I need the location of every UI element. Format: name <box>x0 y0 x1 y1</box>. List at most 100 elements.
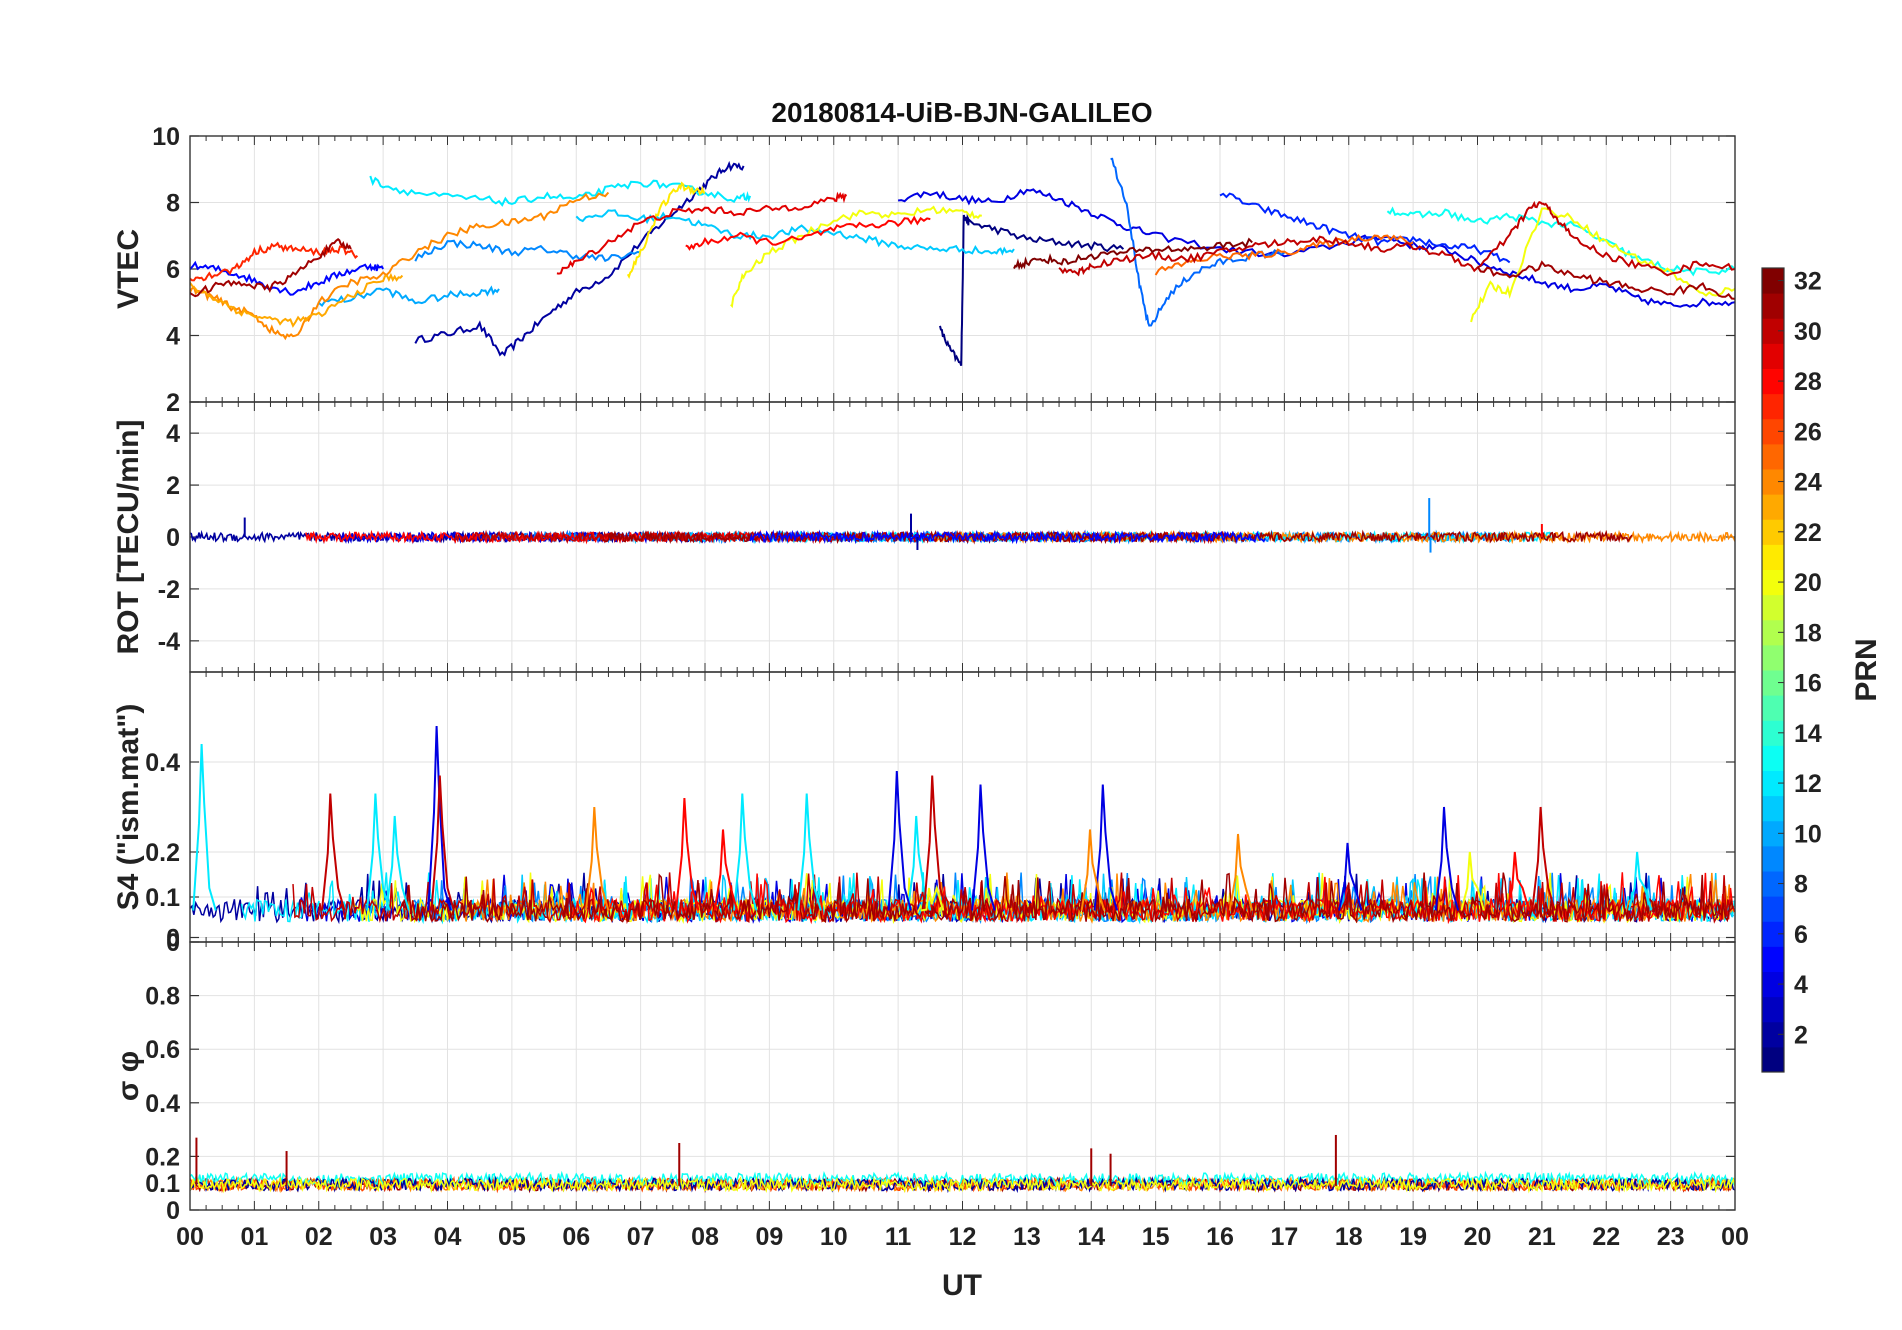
colorbar-swatch <box>1762 644 1784 671</box>
vtec-series-line <box>414 239 641 263</box>
colorbar-swatch <box>1762 845 1784 872</box>
colorbar-swatch <box>1762 820 1784 847</box>
s4-peak <box>887 770 912 911</box>
colorbar-tick-label: 30 <box>1794 318 1822 346</box>
s4-peak <box>1093 784 1118 911</box>
x-tick-label: 02 <box>305 1223 333 1251</box>
vtec-series-line <box>939 213 1125 366</box>
x-tick-label: 00 <box>176 1223 204 1251</box>
vtec-series-line <box>190 241 359 282</box>
colorbar-swatch <box>1762 469 1784 495</box>
vtec-series-line <box>1219 192 1511 264</box>
colorbar-swatch <box>1762 921 1784 947</box>
x-tick-label: 05 <box>498 1223 526 1251</box>
y-tick-label: 2 <box>166 389 180 417</box>
y-tick-label: 0.1 <box>145 1170 180 1198</box>
vtec-series-line <box>1013 237 1253 271</box>
x-axis: 00 01 02 03 04 05 06 07 08 09 10 11 12 13 14 15 16 17 18 19… <box>176 1223 1749 1251</box>
s4-peak <box>1228 833 1254 911</box>
colorbar-swatch <box>1762 443 1784 470</box>
y-tick-label: 2 <box>166 472 180 500</box>
y-tick-label: 8 <box>166 190 180 218</box>
y-tick-label: 0 <box>166 925 180 953</box>
panel-2-series <box>190 498 1735 553</box>
y-tick-label: 10 <box>152 123 180 151</box>
colorbar-swatch <box>1762 393 1784 420</box>
y-axis-label: VTEC <box>112 229 145 309</box>
panel-3: 00 0.1 0.2 0.4S4 ("ism.mat") <box>112 671 1736 957</box>
x-tick-label: 20 <box>1464 1223 1492 1251</box>
colorbar-swatch <box>1762 1046 1784 1073</box>
colorbar-swatch <box>1762 544 1784 570</box>
s4-peak <box>1505 851 1530 911</box>
colorbar-swatch <box>1762 996 1784 1023</box>
s4-series-line <box>292 872 1735 925</box>
colorbar-tick-label: 16 <box>1794 670 1822 698</box>
y-tick-label: 0.4 <box>145 1090 180 1118</box>
x-tick-label: 01 <box>240 1223 268 1251</box>
colorbar-swatch <box>1762 268 1784 294</box>
s4-peak <box>1531 806 1556 911</box>
x-tick-label: 22 <box>1592 1223 1620 1251</box>
colorbar-swatch <box>1762 318 1784 344</box>
y-tick-label: 0.6 <box>145 1036 180 1064</box>
y-tick-label: 6 <box>166 256 180 284</box>
colorbar-tick-label: 20 <box>1794 569 1822 597</box>
sigma-series-line <box>190 1175 1735 1194</box>
vtec-series-line <box>1058 200 1735 277</box>
y-tick-label: 0.2 <box>145 839 180 867</box>
panel-frame <box>189 941 1736 1211</box>
colorbar-tick-label: 18 <box>1794 619 1822 647</box>
colorbar-swatch <box>1762 896 1784 922</box>
y-axis-label: σ φ <box>112 1051 145 1101</box>
colorbar-tick-label: 26 <box>1794 418 1822 446</box>
x-tick-label: 08 <box>691 1223 719 1251</box>
panel-4-series <box>190 1134 1735 1194</box>
x-tick-label: 07 <box>627 1223 655 1251</box>
vtec-series-line <box>575 209 1015 256</box>
y-tick-label: 0.2 <box>145 1143 180 1171</box>
colorbar-swatch <box>1762 946 1784 972</box>
x-tick-label: 10 <box>820 1223 848 1251</box>
colorbar-tick-label: 12 <box>1794 770 1822 798</box>
s4-peak <box>1080 829 1106 911</box>
s4-peak <box>427 725 452 911</box>
y-tick-label: 0 <box>166 929 180 957</box>
s4-peak <box>1627 851 1653 911</box>
x-tick-label: 00 <box>1721 1223 1749 1251</box>
colorbar-swatch <box>1762 418 1784 445</box>
s4-peak <box>713 829 739 911</box>
x-tick-label: 06 <box>562 1223 590 1251</box>
panel-4: 00.10.2 0.4 0.6 0.8 σ φ <box>112 941 1736 1225</box>
colorbar-swatch <box>1762 569 1784 596</box>
colorbar-swatch <box>1762 795 1784 822</box>
panel-1: 2 4 6 8 10 VTEC <box>112 123 1736 417</box>
x-tick-label: 16 <box>1206 1223 1234 1251</box>
colorbar-tick-label: 8 <box>1794 871 1808 899</box>
y-tick-label: 0.1 <box>145 884 180 912</box>
vtec-series-line <box>626 181 706 279</box>
vtec-series-line <box>190 238 352 298</box>
colorbar-tick-label: 4 <box>1794 971 1808 999</box>
x-axis-label: UT <box>942 1269 982 1302</box>
s4-peak <box>1434 806 1460 911</box>
s4-peak <box>1460 851 1485 911</box>
rot-series-line <box>749 529 1266 545</box>
colorbar-tick-label: 10 <box>1794 820 1822 848</box>
colorbar-label: PRN <box>1850 638 1883 701</box>
x-tick-label: 17 <box>1270 1223 1298 1251</box>
colorbar-frame <box>1761 267 1785 1073</box>
x-tick-label: 12 <box>949 1223 977 1251</box>
colorbar-tick-label: 24 <box>1794 469 1822 497</box>
colorbar-swatch <box>1762 745 1784 771</box>
y-tick-label: 0 <box>166 1197 180 1225</box>
x-tick-label: 18 <box>1335 1223 1363 1251</box>
colorbar-tick-label: 6 <box>1794 921 1808 949</box>
colorbar-swatch <box>1762 619 1784 646</box>
colorbar-swatch <box>1762 368 1784 395</box>
s4-peak <box>1338 842 1363 911</box>
y-tick-label: 4 <box>166 420 180 448</box>
